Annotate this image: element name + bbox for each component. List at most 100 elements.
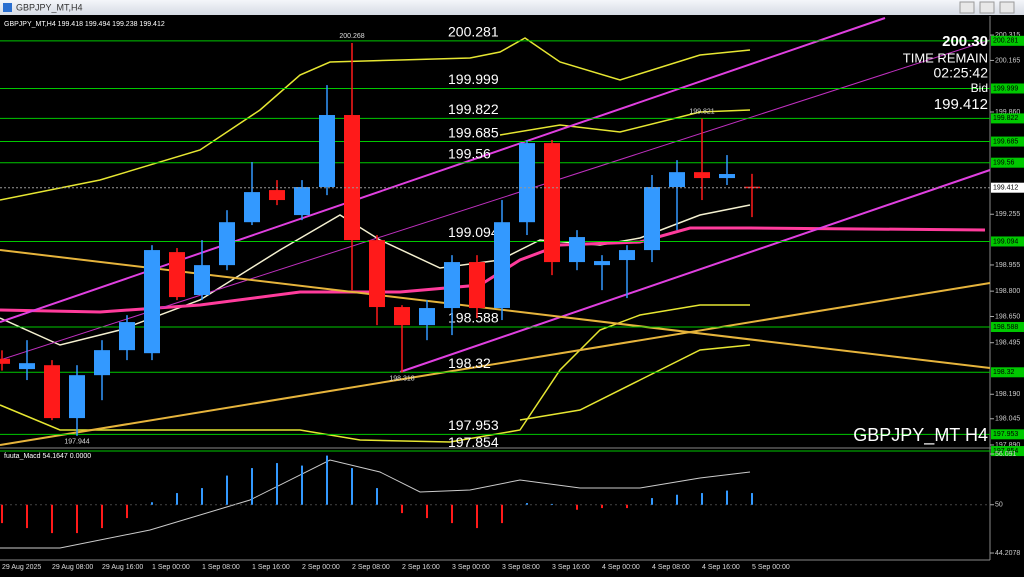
- symbol-label: GBPJPY_MT H4: [853, 425, 988, 446]
- candle-body: [169, 252, 185, 298]
- x-tick-label: 4 Sep 00:00: [602, 564, 640, 571]
- trendline-rising: [0, 282, 991, 446]
- axis-level-box: [991, 236, 1024, 247]
- candle-body: [269, 190, 285, 201]
- x-tick-label: 29 Aug 16:00: [102, 564, 143, 571]
- macd-bar: [476, 504, 478, 529]
- macd-bar: [101, 504, 103, 529]
- macd-title: fuuta_Macd 54.1647 0.0000: [4, 453, 91, 460]
- candle-body: [244, 192, 260, 223]
- macd-bar: [1, 504, 3, 524]
- bollinger-lower-2: [519, 344, 751, 421]
- x-tick-label: 29 Aug 08:00: [52, 564, 93, 571]
- y-tick-label: 199.860: [995, 109, 1020, 116]
- axis-level-text: 197.854: [993, 448, 1018, 455]
- macd-bar: [626, 504, 628, 509]
- candle-body: [469, 262, 485, 309]
- x-tick-label: 2 Sep 00:00: [302, 564, 340, 571]
- candle-body: [494, 222, 510, 309]
- info-price: 200.30: [942, 33, 988, 50]
- macd-bar: [576, 504, 578, 510]
- chart-header: GBPJPY_MT,H4 199.418 199.494 199.238 199…: [4, 21, 165, 28]
- extreme-label: 198.318: [389, 375, 414, 382]
- bollinger-upper-2: [499, 109, 751, 136]
- window-buttons[interactable]: [959, 1, 1015, 14]
- macd-bar: [651, 498, 653, 505]
- macd-bar: [326, 455, 328, 505]
- axis-level-box: [991, 35, 1024, 46]
- bollinger-upper: [0, 37, 751, 201]
- y-tick-label: 198.045: [995, 416, 1020, 423]
- macd-bar: [51, 504, 53, 534]
- axis-level-box: [991, 157, 1024, 168]
- close-button[interactable]: [999, 1, 1015, 14]
- candle-body: [294, 187, 310, 216]
- candle-body: [444, 262, 460, 309]
- candle-body: [44, 365, 60, 419]
- title-bar: [0, 0, 1024, 15]
- axis-level-text: 199.56: [993, 160, 1015, 167]
- x-tick-label: 5 Sep 00:00: [752, 564, 790, 571]
- candle-body: [0, 358, 10, 364]
- candle-body: [194, 265, 210, 296]
- window-title: GBPJPY_MT,H4: [16, 2, 83, 12]
- level-label: 199.822: [448, 101, 499, 117]
- macd-bar: [26, 504, 28, 529]
- level-label: 199.685: [448, 124, 499, 140]
- extreme-label: 199.821: [689, 108, 714, 115]
- maximize-button[interactable]: [979, 1, 995, 14]
- x-tick-label: 3 Sep 08:00: [502, 564, 540, 571]
- axis-level-text: 200.281: [993, 38, 1018, 45]
- macd-bar: [451, 504, 453, 524]
- level-label: 199.56: [448, 145, 491, 161]
- candle-body: [394, 307, 410, 326]
- y-tick-label: 198.650: [995, 313, 1020, 320]
- candle-body: [644, 187, 660, 251]
- candle-body: [594, 261, 610, 266]
- macd-bar: [601, 504, 603, 509]
- macd-bar: [501, 504, 503, 524]
- y-tick-label: 198.800: [995, 288, 1020, 295]
- axis-level-box: [991, 367, 1024, 378]
- candle-body: [219, 222, 235, 266]
- axis-level-box: [991, 83, 1024, 94]
- x-tick-label: 1 Sep 08:00: [202, 564, 240, 571]
- candle-body: [619, 250, 635, 261]
- axis-level-box: [991, 429, 1024, 440]
- macd-signal: [0, 459, 751, 549]
- macd-bar: [301, 465, 303, 505]
- level-label: 198.588: [448, 310, 499, 326]
- bid-box: [991, 182, 1024, 193]
- macd-bar: [676, 494, 678, 505]
- macd-bar: [176, 493, 178, 505]
- window-icon: [3, 3, 12, 12]
- y-tick-label: 198.955: [995, 262, 1020, 269]
- candle-body: [144, 250, 160, 354]
- trend-channel-mid: [0, 39, 991, 361]
- level-label: 198.32: [448, 355, 491, 371]
- candle-body: [669, 172, 685, 188]
- bollinger-lower: [0, 304, 750, 443]
- axis-level-text: 198.588: [993, 324, 1018, 331]
- candle-body: [419, 308, 435, 326]
- trendline-falling: [0, 249, 991, 369]
- axis-level-box: [991, 113, 1024, 124]
- axis-level-text: 197.953: [993, 431, 1018, 438]
- macd-bar: [201, 488, 203, 505]
- candle-body: [319, 115, 335, 188]
- y-tick-label: 56.091: [995, 451, 1017, 458]
- info-bid-label: Bid: [971, 81, 988, 95]
- macd-bar: [226, 475, 228, 505]
- axis-level-text: 199.822: [993, 115, 1018, 122]
- x-tick-label: 3 Sep 16:00: [552, 564, 590, 571]
- y-tick-label: 198.190: [995, 391, 1020, 398]
- minimize-button[interactable]: [959, 1, 975, 14]
- y-tick-label: 200.165: [995, 57, 1020, 64]
- candle-body: [569, 237, 585, 263]
- extreme-label: 197.944: [64, 439, 89, 446]
- macd-bar: [251, 468, 253, 505]
- candle-body: [344, 115, 360, 241]
- macd-bar: [526, 503, 528, 505]
- y-tick-label: 200.315: [995, 32, 1020, 39]
